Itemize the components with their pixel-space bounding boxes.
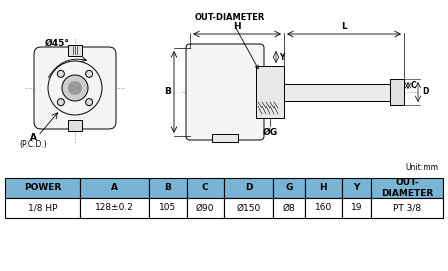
Circle shape [68, 81, 82, 95]
Circle shape [86, 70, 93, 77]
Text: Ø150: Ø150 [237, 204, 261, 212]
Bar [273, 198, 305, 218]
Circle shape [62, 75, 88, 101]
Text: OUT-DIAMETER: OUT-DIAMETER [195, 13, 265, 69]
Text: B: B [164, 183, 171, 192]
Text: Y: Y [279, 53, 284, 62]
Text: 160: 160 [315, 204, 332, 212]
Bar [371, 178, 443, 198]
Bar [212, 134, 238, 142]
Bar [186, 198, 224, 218]
Bar [305, 198, 342, 218]
Text: Ø90: Ø90 [196, 204, 215, 212]
Bar [80, 178, 149, 198]
Text: Ø8: Ø8 [282, 204, 295, 212]
Text: (P.C.D.): (P.C.D.) [19, 140, 47, 149]
Bar [68, 120, 82, 131]
Bar [256, 66, 284, 118]
Circle shape [57, 99, 65, 106]
Bar [305, 178, 342, 198]
Text: H: H [319, 183, 327, 192]
Text: Ø45°: Ø45° [44, 39, 69, 48]
Text: G: G [285, 183, 293, 192]
Text: B: B [164, 88, 171, 96]
Circle shape [86, 99, 93, 106]
Text: 105: 105 [159, 204, 177, 212]
Bar [80, 198, 149, 218]
Bar [224, 178, 273, 198]
Bar [5, 178, 80, 198]
Bar [149, 178, 186, 198]
FancyBboxPatch shape [34, 47, 116, 129]
Text: C: C [411, 81, 417, 90]
Bar [186, 178, 224, 198]
Text: ØG: ØG [263, 128, 278, 137]
Text: C: C [202, 183, 209, 192]
Text: 19: 19 [351, 204, 362, 212]
Bar [149, 198, 186, 218]
Text: Y: Y [353, 183, 360, 192]
Text: D: D [422, 88, 428, 96]
Text: A: A [111, 183, 118, 192]
Text: A: A [30, 133, 36, 142]
Bar [224, 198, 273, 218]
Circle shape [57, 70, 65, 77]
Text: D: D [245, 183, 252, 192]
Text: Unit:mm: Unit:mm [405, 163, 438, 172]
Text: L: L [341, 22, 347, 31]
Text: OUT-
DIAMETER: OUT- DIAMETER [381, 178, 433, 198]
Bar [273, 178, 305, 198]
Bar [342, 198, 371, 218]
Text: 128±0.2: 128±0.2 [95, 204, 134, 212]
Bar [68, 45, 82, 56]
Text: PT 3/8: PT 3/8 [393, 204, 421, 212]
Bar [390, 79, 404, 105]
Bar [5, 198, 80, 218]
Text: 1/8 HP: 1/8 HP [28, 204, 57, 212]
Bar [284, 83, 390, 101]
Bar [342, 178, 371, 198]
Text: POWER: POWER [24, 183, 61, 192]
FancyBboxPatch shape [186, 44, 264, 140]
Text: H: H [233, 22, 241, 31]
Bar [371, 198, 443, 218]
